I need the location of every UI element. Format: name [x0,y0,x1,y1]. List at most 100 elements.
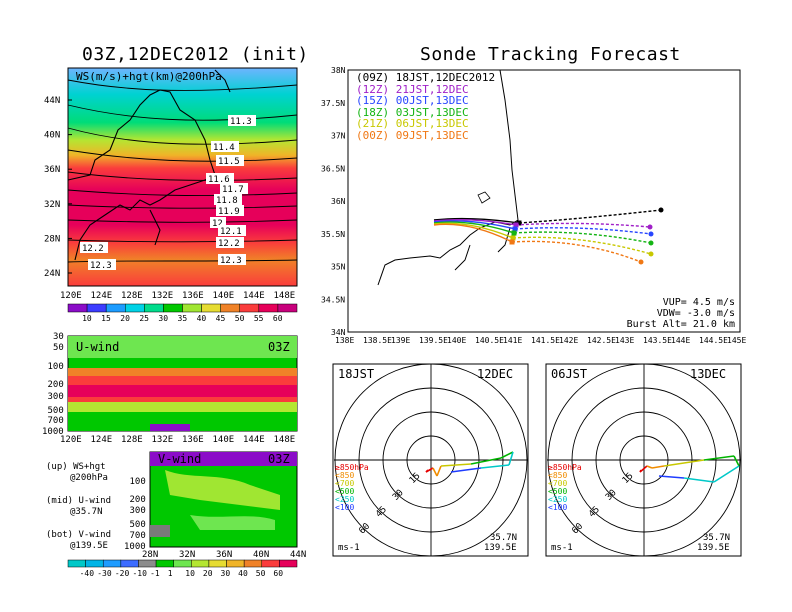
height-label: 11.4 [213,143,235,153]
note-up: (up) WS+hgt @200hPa [46,462,108,483]
colorbar-label: 1 [168,569,173,578]
level-legend: <850 [548,471,567,480]
lat-tick-label: 36N [216,550,232,560]
launch-utc: (00Z) [356,128,390,142]
landing-marker [648,240,654,246]
level-legend: ≥850hPa [548,463,582,472]
colorbar-label: 60 [273,569,283,578]
colorbar-label: -40 [80,569,95,578]
hodo2-units: ms-1 [551,543,573,553]
colorbar-swatch [279,559,298,568]
lon-tick-label: 144E [243,435,265,445]
lon-tick-label: 138.5E [363,336,392,345]
trajectory-descent [514,227,652,235]
lat-tick-label: 44N [44,96,60,106]
launch-utc: (15Z) [356,94,390,107]
lon-tick-label: 140E [213,291,235,301]
hodo2-date: 13DEC [690,367,727,381]
landing-marker [648,231,654,237]
lon-tick-label: 120E [60,435,82,445]
launch-entry: (18Z) 03JST,13DEC [356,106,495,119]
pressure-tick: 700 [130,531,146,541]
note-bot: (bot) V-wind @139.5E [46,530,112,551]
u-wind-label: U-wind [76,340,120,354]
height-label: 11.7 [222,185,244,195]
lat-tick-label: 37N [331,132,346,141]
pressure-tick: 200 [48,380,64,390]
lon-tick-label: 138E [335,336,354,345]
colorbar-swatch [226,559,245,568]
lat-tick-label: 34N [331,328,346,337]
lon-tick-label: 139.5E [419,336,448,345]
hodo2-lon: 139.5E [697,543,730,553]
launch-entry: (12Z) 21JST,12DEC [356,82,495,96]
lon-tick-label: 120E [60,291,82,301]
lon-tick-label: 148E [274,435,296,445]
lon-tick-label: 144E [671,336,690,345]
trajectory-ascent [433,223,513,243]
pressure-tick: 300 [130,506,146,516]
lon-tick-label: 142E [559,336,578,345]
hodo1-units: ms-1 [338,543,360,553]
trajectory-descent [512,236,652,255]
pressure-tick: 1000 [124,542,146,552]
launch-entry: (15Z) 00JST,13DEC [356,95,495,107]
trajectory-ascent [433,217,520,224]
v-wind-label: V-wind [158,452,202,466]
lon-tick-label: 144E [243,291,265,301]
colorbar-label: 50 [256,569,266,578]
trajectory-ascent [433,218,517,226]
launch-utc: (21Z) [356,117,390,130]
burst-marker [509,239,515,245]
lon-tick-label: 143.5E [643,336,672,345]
colorbar-swatch [155,559,174,568]
launch-jst: 00JST,13DEC [395,94,469,107]
launch-list: (09Z) 18JST,12DEC2012 (12Z) 21JST,12DEC (1… [356,72,495,141]
colorbar-swatch [105,303,126,313]
pressure-tick: 100 [130,477,146,487]
hodo1-lat: 35.7N [490,533,518,543]
main-map-title: 03Z,12DEC2012 (init) [82,44,309,65]
trajectory-descent [513,231,652,244]
trajectory-descent [515,222,651,228]
colorbar-label: 55 [254,314,264,323]
legend-notes: (up) WS+hgt @200hPa (mid) U-wind @35.7N (b… [46,462,111,552]
colorbar-swatch [120,559,139,568]
colorbar-swatch [163,303,183,313]
colorbar-swatch [239,303,260,313]
launch-entry: (21Z) 06JST,13DEC [356,118,495,130]
lon-tick-label: 132E [152,435,174,445]
lat-tick-label: 35.5N [321,230,345,239]
level-legend: <100 [548,503,567,512]
launch-utc: (09Z) [356,71,390,84]
burst-marker [513,222,519,228]
height-label: 12.1 [220,227,242,237]
lat-tick-label: 32N [179,550,195,560]
level-legend: <700 [548,479,567,488]
colorbar-swatch [201,303,221,313]
lat-tick-label: 32N [44,200,60,210]
lat-tick-label: 28N [44,234,60,244]
v-wind-time: 03Z [268,452,290,466]
hodo1-lon: 139.5E [484,543,517,553]
lon-tick-label: 143E [615,336,634,345]
level-legend: <250 [335,495,354,504]
lon-tick-label: 136E [182,435,204,445]
lat-tick-label: 34.5N [321,295,345,304]
colorbar-label: -10 [132,569,147,578]
launch-jst: 21JST,12DEC [395,82,469,96]
hodo1-time: 18JST [338,367,375,381]
colorbar-label: -30 [97,569,112,578]
colorbar-label: 30 [221,569,231,578]
pressure-tick: 30 [53,332,64,342]
lat-tick-label: 44N [290,550,306,560]
colorbar-swatch [86,303,107,313]
lon-tick-label: 148E [274,291,296,301]
colorbar-swatch [182,303,202,313]
tracking-title: Sonde Tracking Forecast [420,44,681,65]
lon-tick-label: 132E [152,291,174,301]
colorbar-label: 40 [197,314,207,323]
level-legend: <850 [335,471,354,480]
height-label: 12.3 [220,256,242,266]
